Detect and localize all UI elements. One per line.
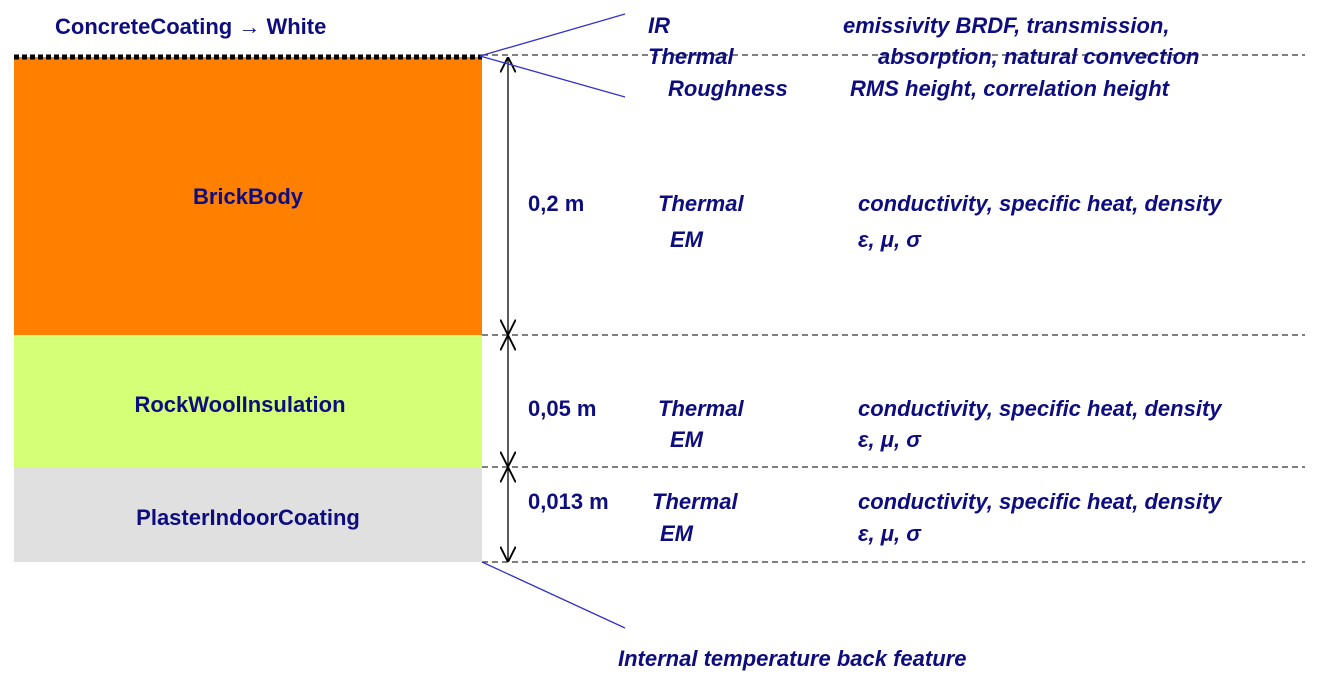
callout-line xyxy=(481,561,626,629)
property-domain: EM xyxy=(670,427,704,452)
property-domain: Thermal xyxy=(658,396,744,421)
property-params: ε, μ, σ xyxy=(858,427,922,452)
layer-thickness: 0,05 m xyxy=(528,396,597,421)
property-params: conductivity, specific heat, density xyxy=(858,489,1223,514)
property-domain: Roughness xyxy=(668,76,788,101)
callout-line xyxy=(479,13,626,57)
layer-thickness: 0,2 m xyxy=(528,191,584,216)
property-domain: IR xyxy=(648,13,670,38)
callout-line xyxy=(479,55,626,98)
layer-thickness: 0,013 m xyxy=(528,489,609,514)
layer-name: PlasterIndoorCoating xyxy=(136,505,360,530)
property-params: conductivity, specific heat, density xyxy=(858,396,1223,421)
coating-title: ConcreteCoating → White xyxy=(55,14,326,39)
property-domain: EM xyxy=(660,521,694,546)
property-params: ε, μ, σ xyxy=(858,521,922,546)
back-feature: Internal temperature back feature xyxy=(618,646,966,671)
property-params: absorption, natural convection xyxy=(878,44,1199,69)
layer-name: BrickBody xyxy=(193,184,304,209)
plaster-layer xyxy=(14,467,482,562)
rockwool-layer xyxy=(14,335,482,467)
property-domain: Thermal xyxy=(652,489,738,514)
property-params: RMS height, correlation height xyxy=(850,76,1171,101)
property-params: ε, μ, σ xyxy=(858,227,922,252)
property-domain: Thermal xyxy=(648,44,734,69)
property-params: emissivity BRDF, transmission, xyxy=(843,13,1169,38)
property-domain: EM xyxy=(670,227,704,252)
brick-layer xyxy=(14,57,482,335)
layer-name: RockWoolInsulation xyxy=(134,392,345,417)
property-params: conductivity, specific heat, density xyxy=(858,191,1223,216)
property-domain: Thermal xyxy=(658,191,744,216)
